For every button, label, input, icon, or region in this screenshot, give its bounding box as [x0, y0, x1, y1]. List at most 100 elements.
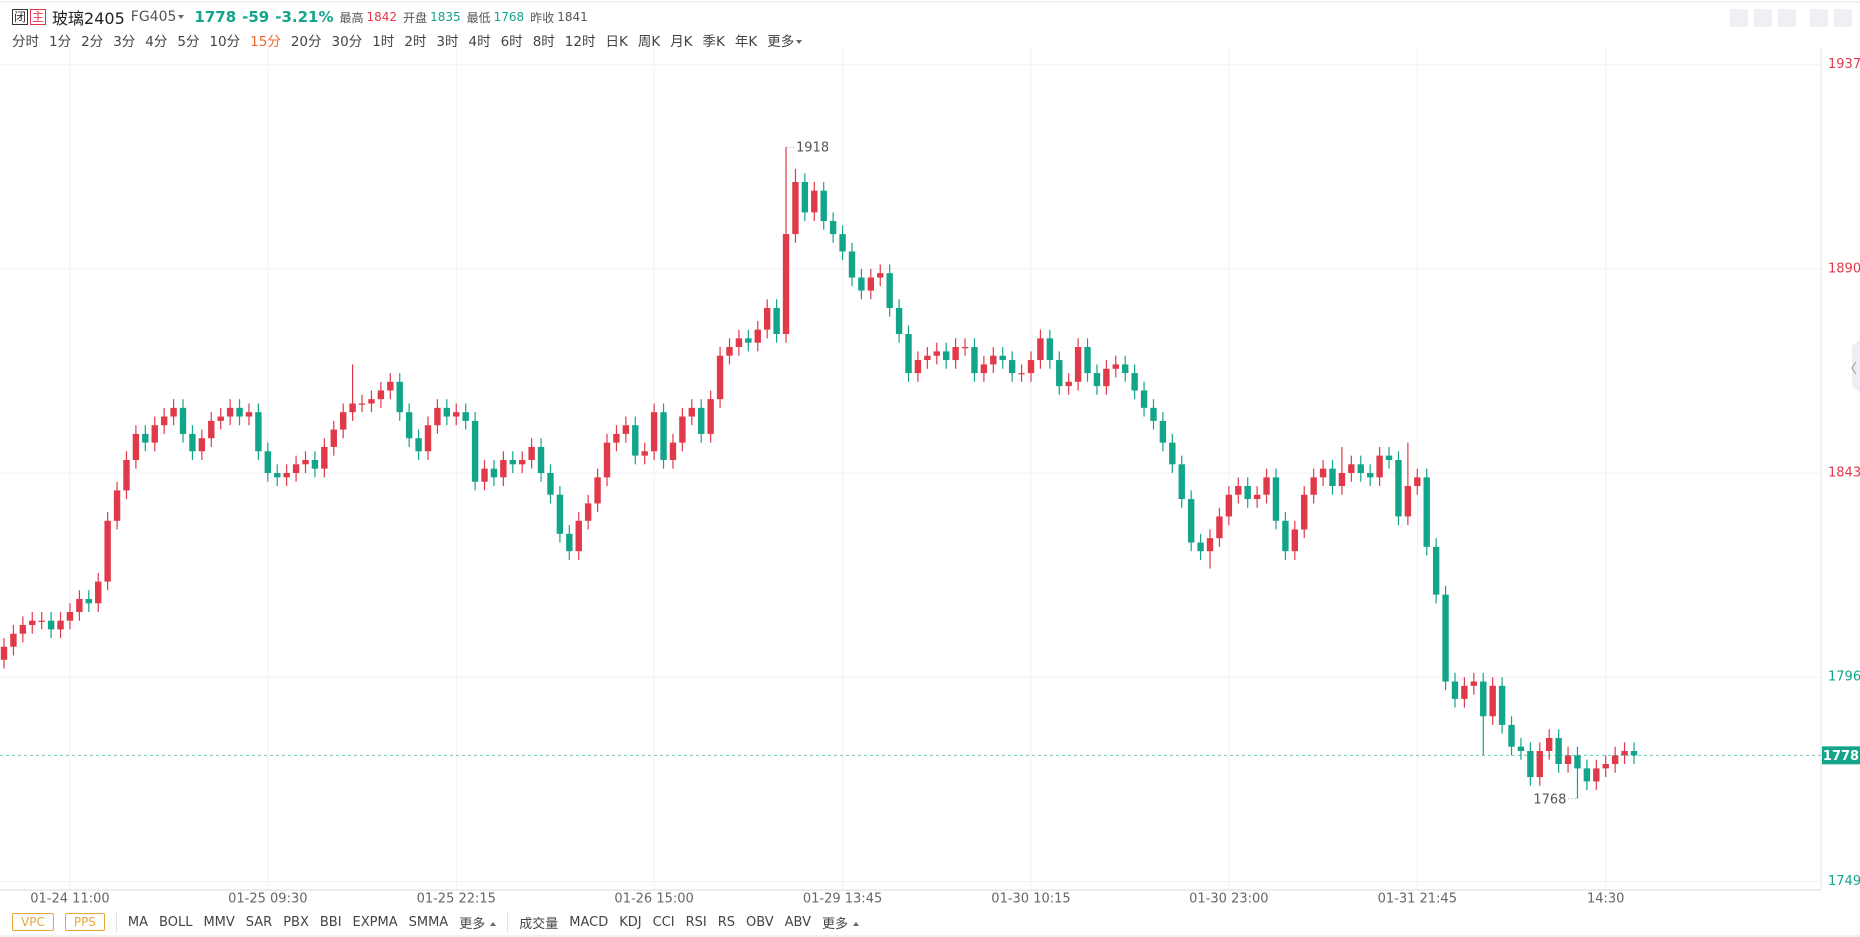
indicator-button[interactable]: PBX: [283, 914, 309, 930]
timeframe-button[interactable]: 3时: [436, 34, 459, 50]
x-tick-label: 01-24 11:00: [30, 892, 109, 907]
candle-body: [1442, 594, 1449, 682]
indicator-button[interactable]: 更多: [822, 913, 859, 932]
timeframe-button[interactable]: 3分: [113, 34, 136, 50]
candle-body: [698, 407, 705, 434]
indicator-button[interactable]: MACD: [569, 914, 609, 930]
indicator-button[interactable]: OBV: [746, 914, 774, 930]
candle-body: [66, 612, 74, 621]
indicator-button[interactable]: BOLL: [159, 914, 193, 930]
dropdown-caret: [178, 15, 185, 19]
indicator-button[interactable]: 更多: [459, 913, 497, 932]
timeframe-button[interactable]: 年K: [734, 34, 758, 50]
candle-body: [792, 181, 799, 235]
x-tick-label: 01-30 10:15: [991, 892, 1070, 907]
instrument-code[interactable]: FG405: [131, 9, 185, 25]
candle-body: [1112, 364, 1119, 369]
candle-body: [528, 446, 535, 460]
candle-body: [1018, 373, 1025, 375]
expand-button[interactable]: [1810, 9, 1828, 27]
indicator-button[interactable]: MMV: [203, 914, 235, 930]
candle-body: [660, 412, 667, 460]
timeframe-button[interactable]: 月K: [670, 34, 693, 50]
timeframe-button[interactable]: 1时: [372, 34, 395, 50]
candle-body: [735, 338, 743, 348]
candle-body: [952, 347, 959, 361]
timeframe-button[interactable]: 周K: [637, 34, 661, 50]
indicator-button[interactable]: KDJ: [619, 914, 642, 930]
x-tick-label: 01-31 21:45: [1378, 892, 1457, 907]
timeframe-button[interactable]: 季K: [702, 34, 725, 50]
overlay-toggle[interactable]: VPC: [12, 913, 54, 931]
y-tick-label: 1749: [1828, 874, 1860, 889]
y-tick-label: 1890: [1828, 261, 1860, 276]
timeframe-button[interactable]: 20分: [290, 34, 322, 50]
indicator-button[interactable]: SAR: [245, 914, 273, 930]
high-label: 1918: [796, 141, 829, 156]
x-tick-label: 14:30: [1587, 892, 1624, 907]
last-price: 1778: [194, 8, 237, 26]
candle-body: [1206, 538, 1214, 552]
candle-body: [1630, 751, 1638, 756]
timeframe-button[interactable]: 10分: [209, 34, 241, 50]
line-tool[interactable]: [1730, 9, 1748, 27]
candle-body: [1498, 685, 1506, 725]
overlay-toggle[interactable]: PPS: [64, 913, 105, 931]
timeframe-button[interactable]: 8时: [532, 34, 555, 50]
indicator-button[interactable]: SMMA: [408, 914, 449, 930]
indicator-button[interactable]: 成交量: [519, 916, 559, 932]
timeframe-button[interactable]: 4分: [145, 34, 168, 50]
candle-body: [142, 433, 149, 443]
candle-body: [575, 520, 582, 552]
timeframe-button[interactable]: 4时: [468, 34, 491, 50]
timeframe-button[interactable]: 6时: [500, 34, 523, 50]
separator: [507, 912, 509, 932]
indicator-button[interactable]: MA: [127, 914, 149, 930]
candle-body: [1131, 373, 1138, 391]
candle-body: [1489, 685, 1496, 717]
candle-body: [1583, 768, 1591, 782]
timeframe-button[interactable]: 5分: [177, 34, 200, 50]
timeframe-button[interactable]: 15分: [250, 34, 281, 50]
candle-body: [1187, 499, 1195, 543]
timeframe-button[interactable]: 更多: [767, 30, 803, 50]
y-tick-label: 1843: [1828, 466, 1860, 481]
draw-tool[interactable]: [1754, 9, 1772, 27]
indicator-button[interactable]: RSI: [685, 914, 707, 930]
indicator-button[interactable]: ABV: [784, 914, 811, 930]
candle-body: [368, 399, 375, 404]
timeframe-button[interactable]: 分时: [12, 34, 39, 50]
side-collapse[interactable]: [1852, 340, 1860, 392]
price-change-pct: -3.21%: [275, 8, 334, 26]
candle-body: [1366, 473, 1374, 478]
timeframe-button[interactable]: 日K: [605, 34, 628, 50]
candle-body: [858, 277, 865, 291]
last-price-tag-label: 1778: [1823, 749, 1859, 764]
candle-body: [632, 425, 639, 456]
indicator-button[interactable]: BBI: [319, 914, 342, 930]
candle-body: [1555, 737, 1562, 765]
candle-body: [1564, 755, 1572, 765]
indicator-button[interactable]: RS: [717, 914, 735, 930]
timeframe-button[interactable]: 30分: [331, 34, 363, 50]
compare-tool[interactable]: [1778, 9, 1796, 27]
candle-body: [1319, 468, 1327, 478]
indicator-button[interactable]: CCI: [652, 914, 675, 930]
candle-body: [29, 620, 36, 626]
timeframe-button[interactable]: 12时: [564, 34, 596, 50]
candle-body: [311, 459, 319, 469]
candle-body: [886, 273, 893, 308]
candle-body: [47, 620, 55, 630]
candle-body: [801, 181, 809, 213]
close-button[interactable]: [1834, 9, 1852, 27]
timeframe-button[interactable]: 2分: [81, 34, 104, 50]
candle-body: [1008, 360, 1016, 374]
timeframe-button[interactable]: 1分: [49, 34, 72, 50]
candle-body: [1150, 407, 1157, 421]
candle-body: [773, 307, 780, 334]
timeframe-button[interactable]: 2时: [404, 34, 427, 50]
candle-body: [226, 407, 234, 417]
indicator-button[interactable]: EXPMA: [352, 914, 398, 930]
candle-body: [1046, 338, 1054, 361]
